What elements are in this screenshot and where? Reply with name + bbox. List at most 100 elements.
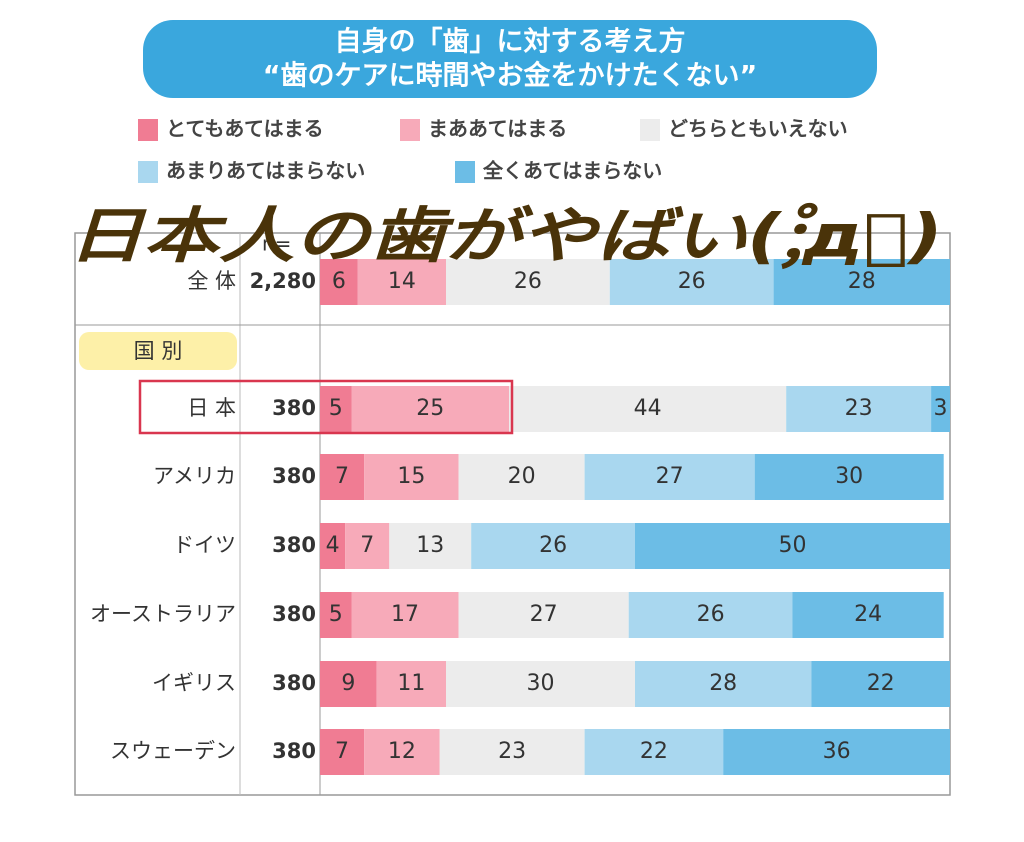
value-label: 28 xyxy=(848,269,876,294)
bar-segment xyxy=(584,454,755,500)
bar-segment xyxy=(792,592,944,638)
value-label: 25 xyxy=(416,396,444,421)
n-label: 380 xyxy=(272,739,316,763)
value-label: 27 xyxy=(530,602,558,627)
bar-segment xyxy=(320,386,352,432)
value-label: 28 xyxy=(709,671,737,696)
bar-segment xyxy=(351,386,509,432)
value-label: 22 xyxy=(867,671,895,696)
bar-segment xyxy=(584,729,724,775)
bar-segment xyxy=(931,386,950,432)
bar-segment xyxy=(811,661,950,707)
bar-segment xyxy=(635,661,812,707)
bar-segment xyxy=(446,259,610,305)
legend-swatch xyxy=(640,119,660,141)
title-box xyxy=(143,20,877,98)
bar-segment xyxy=(320,661,377,707)
value-label: 4 xyxy=(326,533,340,558)
value-label: 17 xyxy=(391,602,419,627)
bar-segment xyxy=(635,523,950,569)
category-label: オーストラリア xyxy=(90,602,236,626)
bar-segment xyxy=(458,592,629,638)
legend-label: どちらともいえない xyxy=(668,117,848,141)
n-label: 380 xyxy=(272,464,316,488)
category-label: スウェーデン xyxy=(110,739,236,763)
group-label-box xyxy=(79,332,237,370)
bar-segment xyxy=(609,259,774,305)
legend-label: まああてはまる xyxy=(428,117,567,141)
value-label: 6 xyxy=(332,269,346,294)
value-label: 26 xyxy=(539,533,567,558)
value-label: 5 xyxy=(329,602,343,627)
value-label: 11 xyxy=(397,671,425,696)
bar-segment xyxy=(320,592,352,638)
chart-title: 自身の「歯」に対する考え方 xyxy=(335,26,686,58)
value-label: 15 xyxy=(397,464,425,489)
value-label: 36 xyxy=(823,739,851,764)
value-label: 50 xyxy=(779,533,807,558)
value-label: 12 xyxy=(388,739,416,764)
value-label: 27 xyxy=(656,464,684,489)
bar-segment xyxy=(628,592,793,638)
bar-segment xyxy=(754,454,944,500)
bar-segment xyxy=(471,523,635,569)
value-label: 20 xyxy=(508,464,536,489)
value-label: 24 xyxy=(854,602,882,627)
value-label: 9 xyxy=(341,671,355,696)
value-label: 7 xyxy=(335,739,349,764)
value-label: 13 xyxy=(416,533,444,558)
n-label: 2,280 xyxy=(250,269,316,293)
category-label: アメリカ xyxy=(153,464,236,488)
category-label: 全 体 xyxy=(187,269,236,293)
value-label: 23 xyxy=(498,739,526,764)
n-label: 380 xyxy=(272,671,316,695)
bar-segment xyxy=(509,386,787,432)
bar-segment xyxy=(357,259,446,305)
bar-segment xyxy=(320,259,358,305)
overlay-caption: 日本人の歯がやばい(;゚д゚) xyxy=(68,202,943,272)
legend-swatch xyxy=(138,119,158,141)
bar-segment xyxy=(389,523,472,569)
legend-label: あまりあてはまらない xyxy=(166,159,365,183)
legend-label: とてもあてはまる xyxy=(166,117,324,141)
bar-segment xyxy=(351,592,459,638)
value-label: 30 xyxy=(527,671,555,696)
value-label: 14 xyxy=(388,269,416,294)
category-label: ドイツ xyxy=(173,533,236,557)
n-label: 380 xyxy=(272,533,316,557)
value-label: 23 xyxy=(845,396,873,421)
legend-label: 全くあてはまらない xyxy=(482,159,662,183)
value-label: 30 xyxy=(835,464,863,489)
bar-segment xyxy=(446,661,635,707)
value-label: 5 xyxy=(329,396,343,421)
category-label: 日 本 xyxy=(187,396,236,420)
bar-segment xyxy=(320,729,365,775)
table-frame xyxy=(74,232,951,796)
value-label: 26 xyxy=(697,602,725,627)
bar-segment xyxy=(458,454,585,500)
bar-segment xyxy=(364,729,440,775)
bar-segment xyxy=(723,729,950,775)
category-label: イギリス xyxy=(152,671,236,695)
group-label: 国 別 xyxy=(134,339,183,363)
bar-segment xyxy=(786,386,932,432)
highlight-box xyxy=(138,379,514,435)
n-label: 380 xyxy=(272,396,316,420)
value-label: 22 xyxy=(640,739,668,764)
value-label: 7 xyxy=(335,464,349,489)
value-label: 7 xyxy=(360,533,374,558)
bar-segment xyxy=(376,661,446,707)
bar-segment xyxy=(345,523,390,569)
n-label: 380 xyxy=(272,602,316,626)
bar-segment xyxy=(439,729,585,775)
bar-segment xyxy=(773,259,950,305)
legend-swatch xyxy=(455,161,475,183)
value-label: 3 xyxy=(934,396,948,421)
chart-title: “歯のケアに時間やお金をかけたくない” xyxy=(263,60,758,92)
value-label: 44 xyxy=(634,396,662,421)
value-label: 26 xyxy=(678,269,706,294)
n-header: n= xyxy=(262,232,291,256)
bar-segment xyxy=(320,523,346,569)
bar-segment xyxy=(320,454,365,500)
